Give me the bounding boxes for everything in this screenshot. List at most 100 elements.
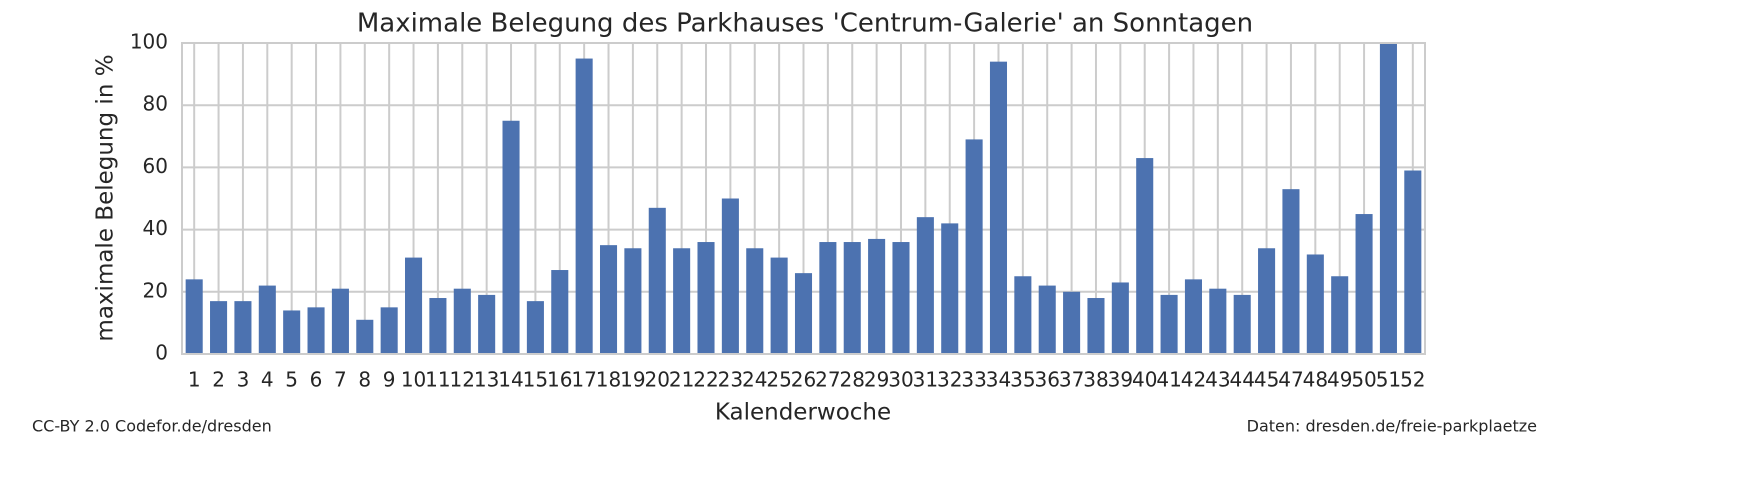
bar xyxy=(1111,282,1129,354)
bar xyxy=(721,198,739,354)
x-tick-label: 33 xyxy=(961,368,986,392)
x-tick-label: 10 xyxy=(401,368,426,392)
x-tick-label: 19 xyxy=(620,368,645,392)
bar xyxy=(868,238,886,354)
bar xyxy=(1306,254,1324,354)
x-tick-label: 2 xyxy=(212,368,225,392)
bar xyxy=(1233,294,1251,354)
x-tick-label: 1 xyxy=(188,368,201,392)
x-tick-label: 37 xyxy=(1059,368,1084,392)
x-tick-label: 52 xyxy=(1400,368,1425,392)
y-tick-label: 60 xyxy=(143,154,168,178)
bar xyxy=(697,242,715,354)
x-tick-label: 34 xyxy=(986,368,1011,392)
bar xyxy=(648,207,666,354)
x-tick-label: 5 xyxy=(285,368,298,392)
x-tick-label: 24 xyxy=(742,368,767,392)
x-tick-label: 49 xyxy=(1327,368,1352,392)
x-tick-label: 47 xyxy=(1278,368,1303,392)
x-tick-label: 48 xyxy=(1303,368,1328,392)
x-tick-label: 17 xyxy=(571,368,596,392)
bar xyxy=(258,285,276,354)
bar xyxy=(526,301,544,354)
x-tick-label: 50 xyxy=(1351,368,1376,392)
bar xyxy=(453,288,471,354)
bar xyxy=(892,242,910,354)
x-tick-label: 21 xyxy=(669,368,694,392)
x-tick-label: 29 xyxy=(864,368,889,392)
bar xyxy=(624,248,642,354)
bar xyxy=(478,294,496,354)
x-tick-label: 6 xyxy=(310,368,323,392)
y-axis-label: maximale Belegung in % xyxy=(93,54,119,341)
x-tick-label: 45 xyxy=(1254,368,1279,392)
x-tick-label: 51 xyxy=(1376,368,1401,392)
x-tick-label: 18 xyxy=(596,368,621,392)
bar xyxy=(941,223,959,354)
bar xyxy=(356,319,374,354)
x-tick-label: 15 xyxy=(523,368,548,392)
x-tick-label: 7 xyxy=(334,368,347,392)
bar xyxy=(1331,276,1349,354)
bar xyxy=(575,58,593,355)
x-tick-label: 32 xyxy=(937,368,962,392)
x-tick-label: 8 xyxy=(358,368,371,392)
x-tick-label: 13 xyxy=(474,368,499,392)
x-tick-label: 23 xyxy=(718,368,743,392)
y-tick-label: 40 xyxy=(143,216,168,240)
bar xyxy=(1184,279,1202,354)
bar xyxy=(1404,170,1422,354)
bar xyxy=(1136,158,1154,354)
x-tick-label: 25 xyxy=(766,368,791,392)
bar xyxy=(916,217,934,354)
bar xyxy=(307,307,325,354)
x-tick-label: 42 xyxy=(1181,368,1206,392)
bar xyxy=(429,298,447,354)
x-tick-label: 26 xyxy=(791,368,816,392)
bar xyxy=(843,242,861,354)
x-tick-label: 43 xyxy=(1205,368,1230,392)
bar xyxy=(1038,285,1056,354)
x-tick-label: 4 xyxy=(261,368,274,392)
bar xyxy=(331,288,349,354)
x-tick-label: 20 xyxy=(645,368,670,392)
bar xyxy=(1282,189,1300,354)
bar xyxy=(770,257,788,354)
bar xyxy=(210,301,228,354)
x-tick-label: 35 xyxy=(1010,368,1035,392)
x-tick-label: 38 xyxy=(1083,368,1108,392)
bar xyxy=(599,245,618,354)
x-tick-label: 31 xyxy=(913,368,938,392)
bar xyxy=(1160,294,1178,354)
y-tick-label: 20 xyxy=(143,278,168,302)
x-tick-label: 36 xyxy=(1034,368,1059,392)
bar xyxy=(746,248,764,354)
y-tick-label: 80 xyxy=(143,92,168,116)
x-tick-label: 3 xyxy=(237,368,250,392)
bar xyxy=(673,248,691,354)
x-tick-label: 44 xyxy=(1229,368,1254,392)
x-tick-label: 28 xyxy=(840,368,865,392)
bar xyxy=(1063,291,1081,354)
bar xyxy=(405,257,423,354)
bar xyxy=(1355,214,1373,354)
x-tick-label: 22 xyxy=(693,368,718,392)
y-tick-label: 100 xyxy=(130,30,168,54)
x-tick-label: 11 xyxy=(425,368,450,392)
bar xyxy=(1258,248,1276,354)
x-tick-label: 9 xyxy=(383,368,396,392)
x-tick-label: 16 xyxy=(547,368,572,392)
bar xyxy=(794,273,813,354)
x-tick-label: 39 xyxy=(1108,368,1133,392)
bar xyxy=(989,61,1008,354)
bar xyxy=(551,270,569,354)
source: Daten: dresden.de/freie-parkplaetze xyxy=(1247,417,1537,436)
bar xyxy=(502,120,520,354)
bar xyxy=(283,310,301,354)
x-axis-label: Kalenderwoche xyxy=(715,400,891,426)
x-tick-label: 12 xyxy=(450,368,475,392)
credit: CC-BY 2.0 Codefor.de/dresden xyxy=(32,417,272,436)
bar xyxy=(1014,276,1032,354)
x-tick-label: 30 xyxy=(888,368,913,392)
